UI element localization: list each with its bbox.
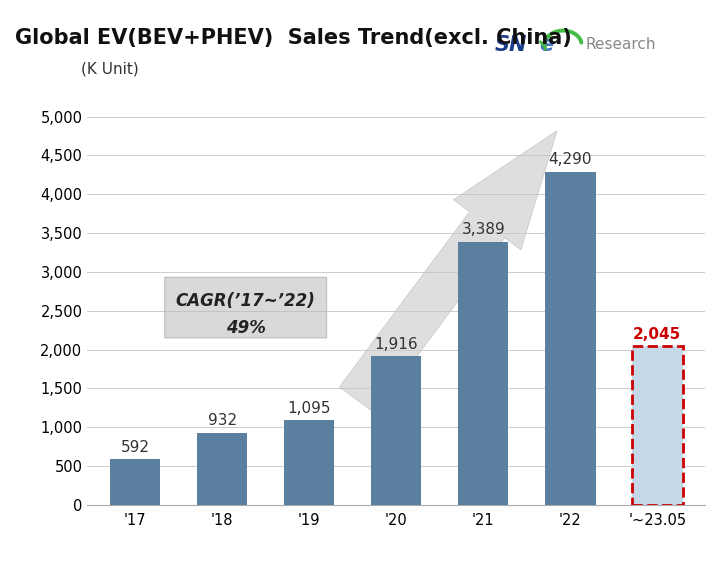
Text: Global EV(BEV+PHEV)  Sales Trend(excl. China): Global EV(BEV+PHEV) Sales Trend(excl. Ch… xyxy=(15,28,571,48)
Text: 2,045: 2,045 xyxy=(633,327,681,342)
Text: 592: 592 xyxy=(121,440,150,454)
FancyBboxPatch shape xyxy=(165,277,326,338)
Text: Research: Research xyxy=(586,38,656,52)
Bar xyxy=(371,356,422,505)
Bar xyxy=(545,172,595,505)
Text: 1,916: 1,916 xyxy=(374,337,418,352)
Polygon shape xyxy=(340,131,557,413)
Bar xyxy=(284,420,334,505)
Text: 1,095: 1,095 xyxy=(287,401,331,416)
Bar xyxy=(458,242,508,505)
Text: CAGR(’17~’22): CAGR(’17~’22) xyxy=(176,292,316,310)
Text: 3,389: 3,389 xyxy=(462,222,505,237)
Bar xyxy=(632,346,683,505)
Text: (K Unit): (K Unit) xyxy=(81,62,139,77)
Bar xyxy=(632,346,683,505)
Bar xyxy=(110,459,161,505)
Bar xyxy=(197,433,247,505)
Text: 49%: 49% xyxy=(225,319,265,337)
Text: e: e xyxy=(539,35,553,55)
Text: 4,290: 4,290 xyxy=(549,153,592,167)
Text: SN: SN xyxy=(494,35,527,55)
Text: 932: 932 xyxy=(208,413,237,428)
